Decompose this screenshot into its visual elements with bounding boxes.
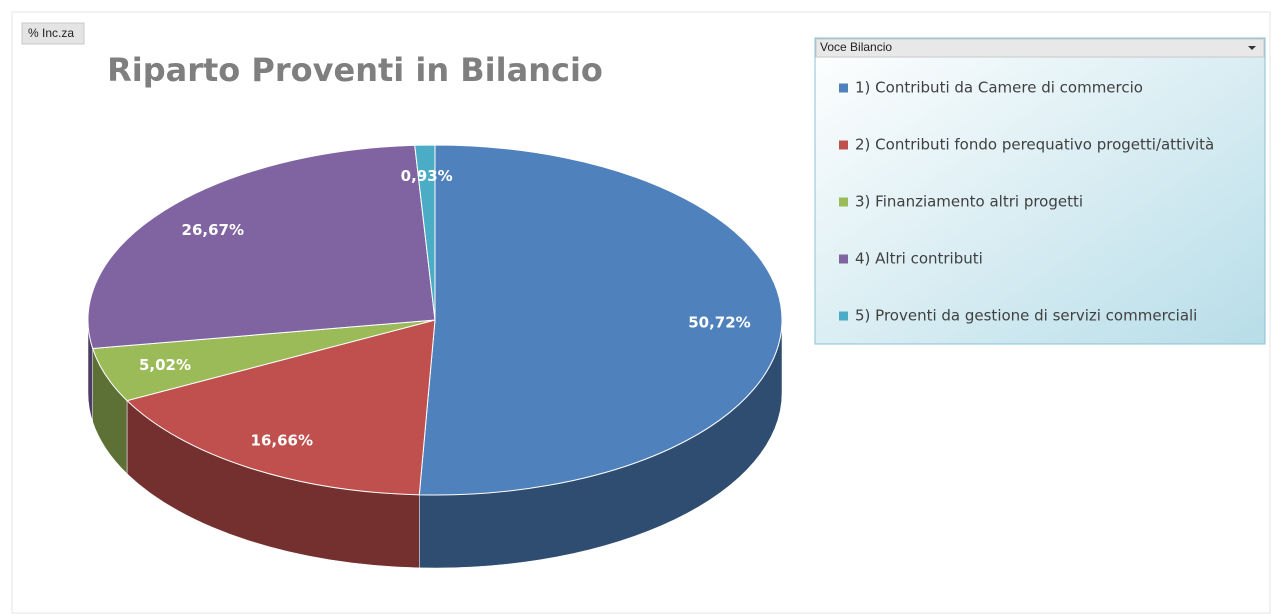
legend-swatch [839,311,848,321]
slice [418,144,783,496]
legend-swatch [839,254,848,264]
legend-swatch [839,197,848,207]
field-button-label: % Inc.za [28,26,74,40]
legend-label: 4) Altri contributi [855,250,983,268]
slice [87,144,436,349]
legend-label: 1) Contributi da Camere di commercio [855,79,1143,97]
data-label: 26,67% [182,221,244,239]
legend-swatch [839,83,848,93]
legend-label: 5) Proventi da gestione di servizi comme… [855,307,1197,325]
pie [87,144,783,569]
legend-box [814,37,1266,345]
data-label: 5,02% [139,356,191,374]
data-label: 0,93% [401,167,453,185]
chart-title: Riparto Proventi in Bilancio [107,51,603,89]
legend-swatch [839,140,848,150]
legend-header[interactable] [815,38,1265,58]
legend-title: Voce Bilancio [820,40,892,54]
plot-border [11,11,1271,614]
slice [414,144,436,321]
data-label: 50,72% [688,314,750,332]
slice [126,319,436,496]
legend-label: 3) Finanziamento altri progetti [855,193,1083,211]
field-button[interactable] [21,22,85,45]
legend-label: 2) Contributi fondo perequativo progetti… [855,136,1214,154]
data-label: 16,66% [251,431,313,449]
dropdown-arrow[interactable] [1248,46,1256,50]
